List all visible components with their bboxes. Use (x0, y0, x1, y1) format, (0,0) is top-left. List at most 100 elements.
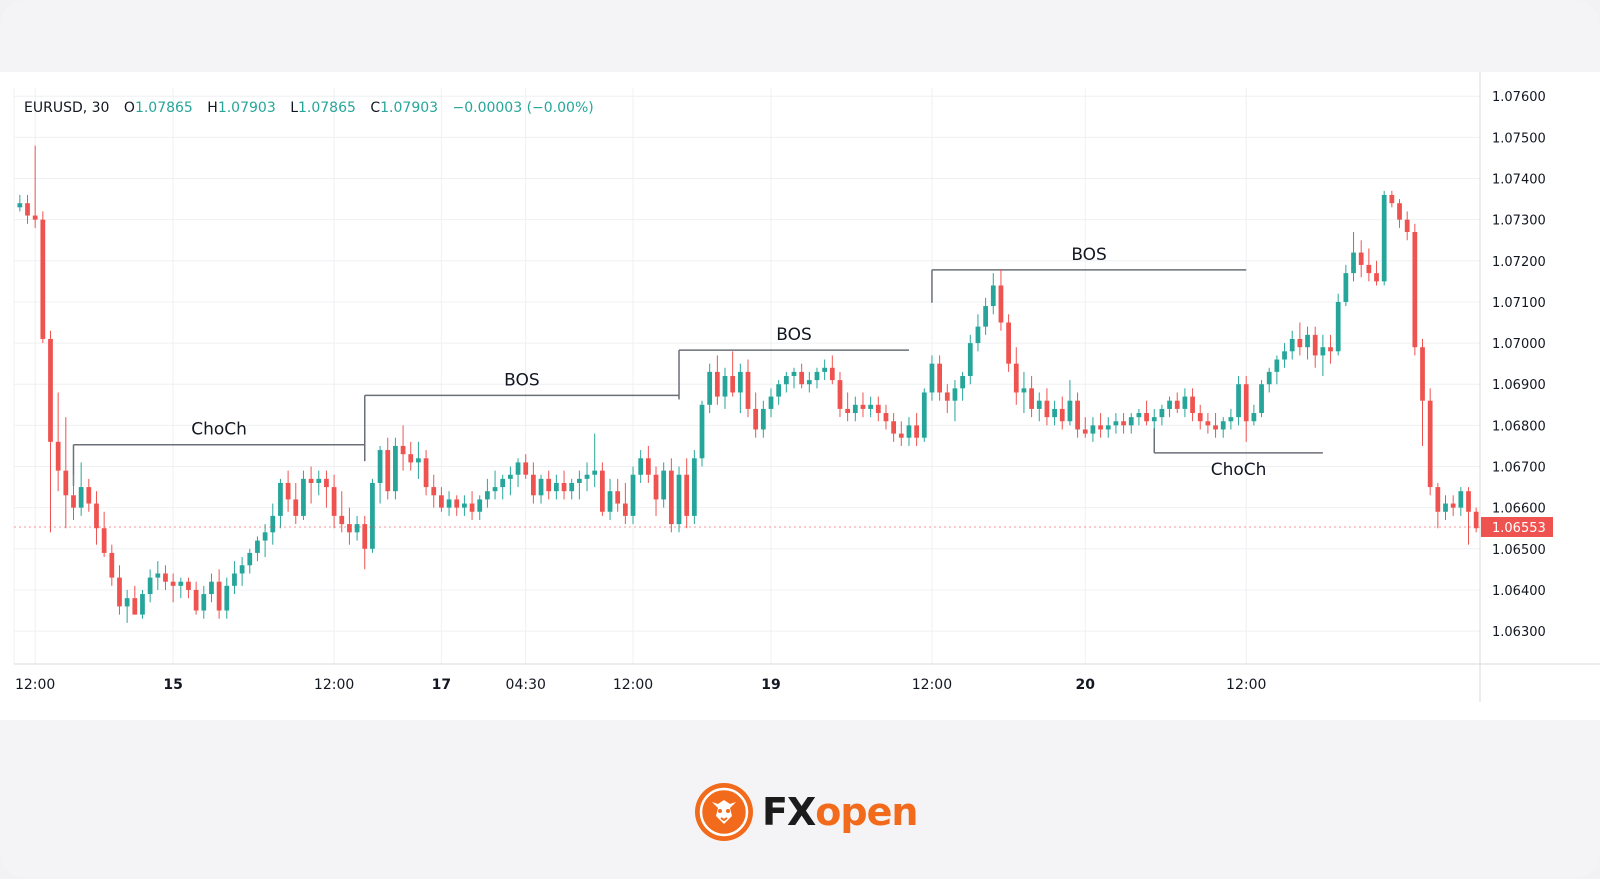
candle-body (638, 458, 644, 475)
candle-body (1029, 388, 1034, 409)
candle-body (1443, 503, 1448, 512)
candle-body (944, 392, 950, 401)
chart-panel[interactable]: ChoCh BOS BOS BOS ChoCh 1.07600 1.07500 1.0740… (0, 72, 1600, 720)
candle-body (1420, 347, 1425, 401)
candle-body (561, 482, 567, 492)
candle-body (1266, 371, 1272, 385)
ohlc-legend: EURUSD, 30 O1.07865 H1.07903 L1.07865 C1… (24, 100, 594, 116)
candle-body (906, 425, 912, 438)
candle-body (201, 594, 207, 611)
candle-body (1397, 203, 1402, 220)
candle-body (117, 577, 122, 607)
high-label: H (207, 100, 218, 116)
candle-body (722, 376, 728, 397)
candle-body (1197, 413, 1203, 422)
candle-body (1044, 400, 1050, 418)
fxopen-logo: FXopen (694, 780, 918, 844)
candle-body (691, 458, 697, 516)
candle-body (860, 404, 866, 409)
candle-body (385, 450, 391, 492)
structure-label: ChoCh (1211, 460, 1267, 480)
candle-body (1236, 384, 1241, 418)
structure-label: BOS (1071, 245, 1107, 265)
candle-body (301, 478, 306, 516)
candle-body (63, 470, 69, 496)
candle-body (1458, 491, 1464, 508)
candle-body (270, 515, 276, 533)
candle-body (431, 487, 437, 496)
axes: 1.07600 1.07500 1.07400 1.07300 1.07200 1.071… (13, 72, 1600, 702)
tiger-head-icon (695, 783, 753, 841)
candle-body (607, 491, 613, 512)
candle-body (94, 503, 99, 529)
candle-body (1036, 400, 1042, 409)
candle-body (814, 371, 820, 381)
candle-body (170, 581, 176, 586)
candle-body (1274, 359, 1280, 372)
candle-body (247, 552, 253, 566)
open-value: 1.07865 (135, 100, 193, 116)
high-value: 1.07903 (218, 100, 276, 116)
y-tick-label: 1.07500 (1492, 131, 1546, 146)
candle-body (1151, 417, 1157, 422)
candle-body (1450, 503, 1456, 508)
candle-body (760, 408, 766, 430)
candle-body (209, 581, 214, 595)
candle-body (967, 343, 973, 376)
candle-body (837, 380, 843, 409)
x-tick-label: 20 (1076, 677, 1096, 693)
candle-body (55, 441, 61, 471)
candle-body (25, 203, 30, 216)
candle-body (1297, 338, 1303, 348)
candle-body (1389, 194, 1395, 204)
candle-body (845, 408, 851, 414)
candle-body (193, 589, 199, 611)
candle-body (668, 470, 674, 525)
candlestick-chart[interactable]: ChoCh BOS BOS BOS ChoCh 1.07600 1.07500 1.0740… (0, 72, 1600, 720)
candle-body (745, 371, 751, 409)
last-price-tag (1481, 516, 1553, 537)
candle-body (531, 474, 536, 496)
candle-body (32, 215, 38, 220)
candle-body (822, 367, 828, 372)
candle-body (224, 585, 230, 611)
candle-body (370, 482, 375, 549)
candle-body (1113, 421, 1119, 426)
candle-body (852, 404, 858, 414)
y-tick-label: 1.06300 (1492, 625, 1546, 640)
y-tick-label: 1.06900 (1492, 378, 1546, 393)
candle-body (799, 371, 805, 385)
candle-body (86, 487, 92, 504)
candle-body (1213, 425, 1218, 430)
candle-body (1174, 400, 1180, 409)
y-tick-label: 1.07300 (1492, 214, 1546, 229)
candle-body (178, 581, 184, 586)
candle-body (347, 524, 352, 533)
candle-body (937, 363, 942, 393)
candle-body (492, 487, 498, 492)
logo-open: open (815, 790, 918, 834)
candle-body (278, 482, 283, 516)
candle-body (400, 445, 406, 455)
candle-body (293, 499, 299, 516)
candle-body (1159, 408, 1165, 418)
candle-body (684, 474, 690, 516)
candle-body (446, 499, 452, 508)
candle-body (615, 491, 621, 504)
candle-body (186, 581, 191, 590)
candle-body (921, 392, 927, 438)
y-tick-label: 1.07100 (1492, 296, 1546, 311)
candle-body (408, 454, 414, 463)
candle-body (929, 363, 935, 393)
candle-body (354, 524, 360, 533)
candle-body (1205, 421, 1211, 426)
candle-body (71, 495, 76, 508)
x-tick-label: 12:00 (1226, 677, 1266, 693)
x-tick-label: 15 (163, 677, 182, 693)
candle-body (523, 462, 529, 475)
candle-body (584, 474, 590, 479)
candles (17, 145, 1479, 623)
candle-body (1343, 273, 1349, 302)
candle-body (232, 573, 237, 586)
candle-body (768, 396, 774, 409)
